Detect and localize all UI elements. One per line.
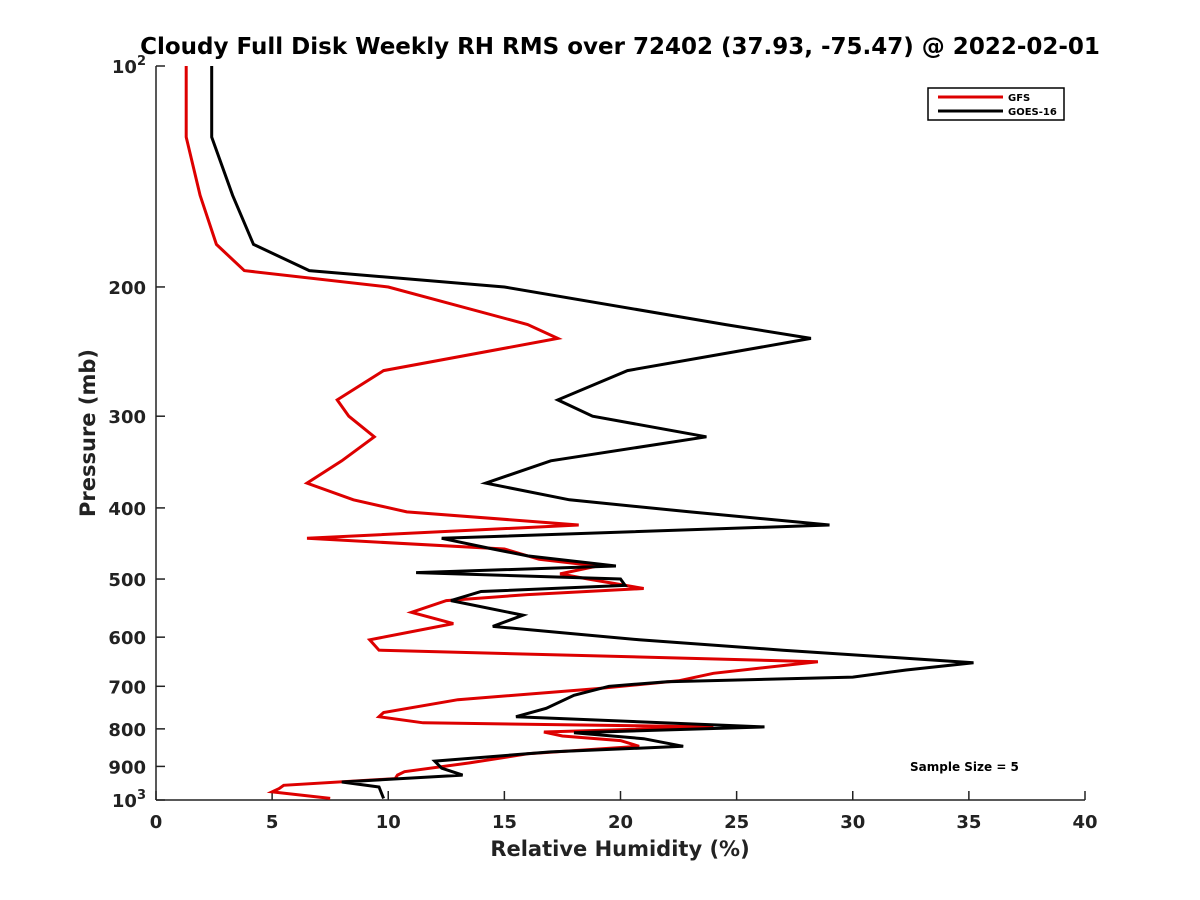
y-tick-exponent: 3 (137, 788, 146, 803)
y-tick-label: 300 (108, 407, 146, 428)
x-tick-label: 40 (1072, 812, 1097, 833)
x-tick-label: 20 (608, 812, 633, 833)
y-tick-label: 200 (108, 278, 146, 299)
y-tick-label: 700 (108, 677, 146, 698)
legend-label-gfs: GFS (1008, 93, 1030, 104)
y-tick-label: 600 (108, 628, 146, 649)
y-tick-label: 400 (108, 499, 146, 520)
series-line-goes16 (210, 66, 974, 799)
y-tick-label: 800 (108, 720, 146, 741)
y-tick-exponent: 2 (137, 54, 146, 69)
legend-label-goes16: GOES-16 (1008, 107, 1057, 118)
x-tick-label: 15 (492, 812, 517, 833)
y-tick-label: 102 (112, 54, 146, 78)
series-layer (184, 66, 974, 800)
y-tick-label: 500 (108, 570, 146, 591)
x-tick-label: 10 (376, 812, 401, 833)
y-tick-label: 103 (112, 788, 146, 812)
x-tick-label: 35 (956, 812, 981, 833)
legend: GFS GOES-16 (927, 87, 1065, 121)
sample-size-annotation: Sample Size = 5 (910, 760, 1019, 774)
y-tick-label: 900 (108, 757, 146, 778)
x-axis-label: Relative Humidity (%) (490, 837, 749, 861)
chart-title: Cloudy Full Disk Weekly RH RMS over 7240… (140, 34, 1100, 60)
legend-box (927, 87, 1065, 121)
x-tick-label: 25 (724, 812, 749, 833)
x-tick-label: 5 (266, 812, 279, 833)
x-tick-label: 30 (840, 812, 865, 833)
y-axis-label: Pressure (mb) (76, 349, 100, 517)
y-tick-base: 10 (112, 57, 137, 78)
y-tick-base: 10 (112, 791, 137, 812)
x-tick-label: 0 (150, 812, 163, 833)
x-ticks: 0 5 10 15 20 25 30 35 40 (150, 791, 1098, 833)
